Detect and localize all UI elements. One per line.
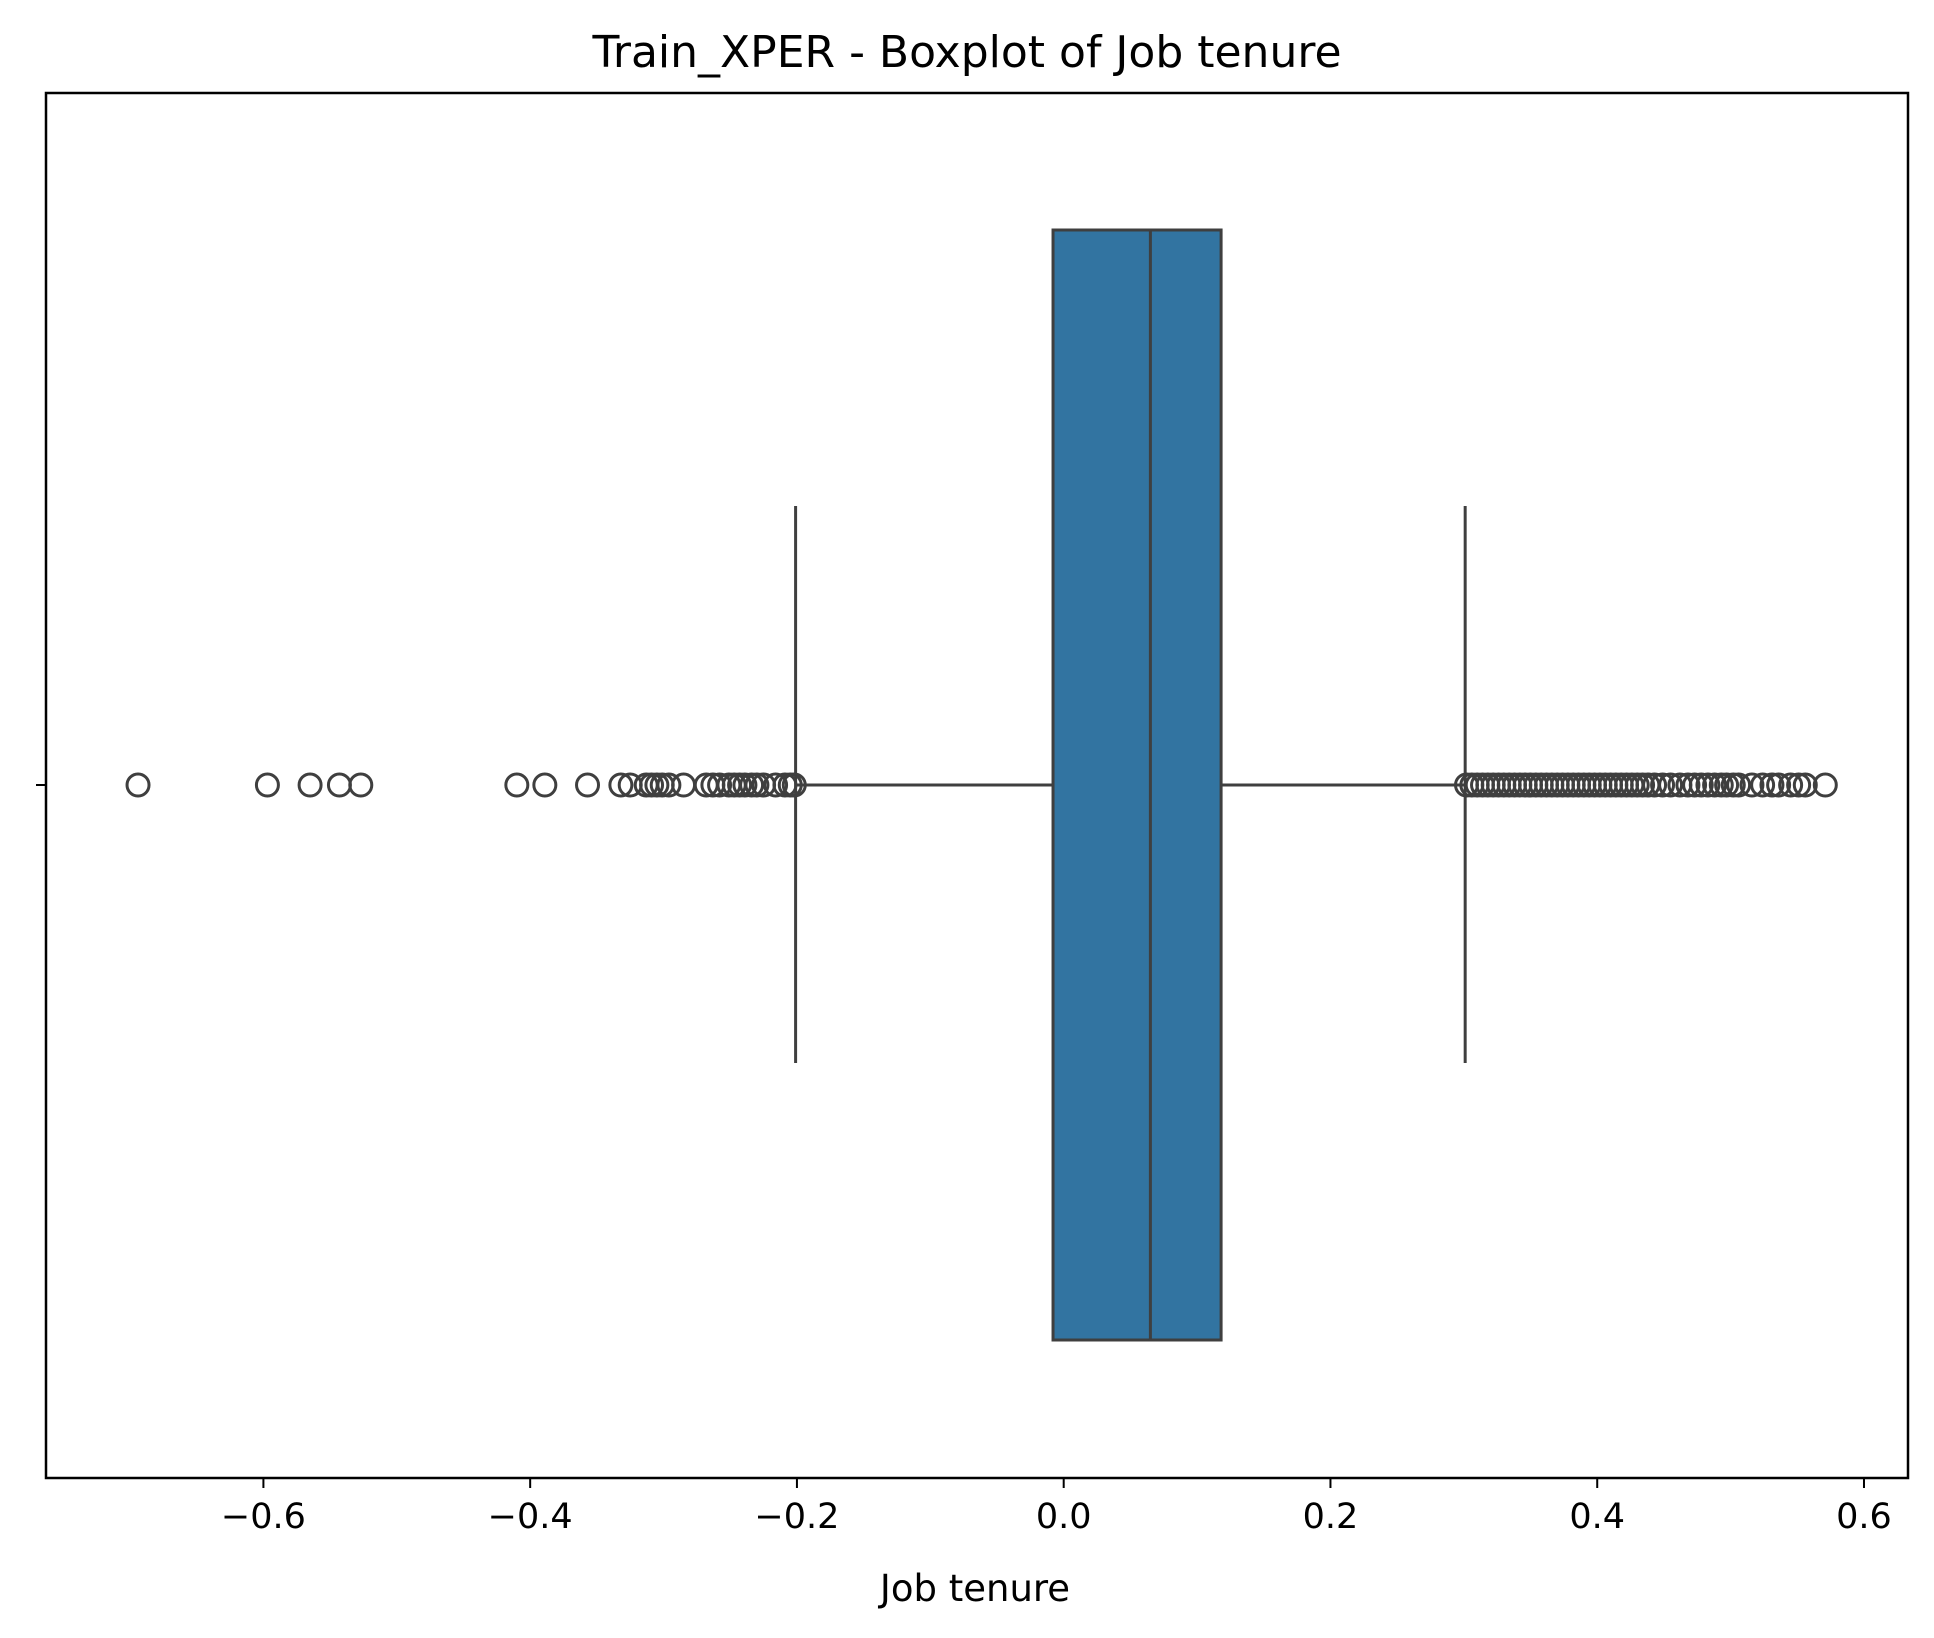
outlier-point: [744, 772, 770, 798]
outlier-point: [608, 772, 634, 798]
x-tick-label: 0.6: [1836, 1497, 1892, 1537]
x-tick-label: 0.4: [1569, 1497, 1625, 1537]
outlier-point: [297, 772, 323, 798]
iqr-box: [1051, 228, 1223, 1342]
outlier-point: [707, 772, 733, 798]
outlier-point: [1702, 772, 1728, 798]
x-tick-label: 0.2: [1303, 1497, 1359, 1537]
outlier-point: [1759, 772, 1785, 798]
outlier-point: [1650, 772, 1676, 798]
outlier-point: [763, 772, 789, 798]
x-tick-label: −0.6: [221, 1497, 306, 1537]
outlier-point: [671, 772, 697, 798]
outlier-point: [1695, 772, 1721, 798]
outlier-point: [1642, 772, 1668, 798]
outlier-point: [732, 772, 758, 798]
chart-title: Train_XPER - Boxplot of Job tenure: [591, 27, 1341, 78]
outlier-point: [254, 772, 280, 798]
outlier-point: [1792, 772, 1818, 798]
outlier-point: [1766, 772, 1792, 798]
outlier-point: [781, 772, 807, 798]
outlier-point: [1688, 772, 1714, 798]
outlier-point: [532, 772, 558, 798]
outlier-point: [1786, 772, 1812, 798]
outlier-point: [326, 772, 352, 798]
outlier-point: [1714, 772, 1740, 798]
outlier-point: [1750, 772, 1776, 798]
outlier-point: [125, 772, 151, 798]
outlier-point: [656, 772, 682, 798]
outlier-point: [348, 772, 374, 798]
x-axis: −0.6 −0.4 −0.2 0.0 0.2 0.4 0.6: [221, 1478, 1892, 1537]
outlier-point: [1682, 772, 1708, 798]
outlier-point: [1812, 772, 1838, 798]
outlier-point: [1778, 772, 1804, 798]
x-tick-label: 0.0: [1036, 1497, 1092, 1537]
outlier-point: [575, 772, 601, 798]
outlier-point: [1658, 772, 1684, 798]
x-tick-label: −0.4: [488, 1497, 573, 1537]
x-axis-label: Job tenure: [878, 1567, 1070, 1610]
outlier-point: [1726, 772, 1752, 798]
x-tick-label: −0.2: [754, 1497, 839, 1537]
outlier-point: [1675, 772, 1701, 798]
plot-area: [125, 228, 1838, 1342]
outlier-point: [1739, 772, 1765, 798]
outlier-point: [504, 772, 530, 798]
